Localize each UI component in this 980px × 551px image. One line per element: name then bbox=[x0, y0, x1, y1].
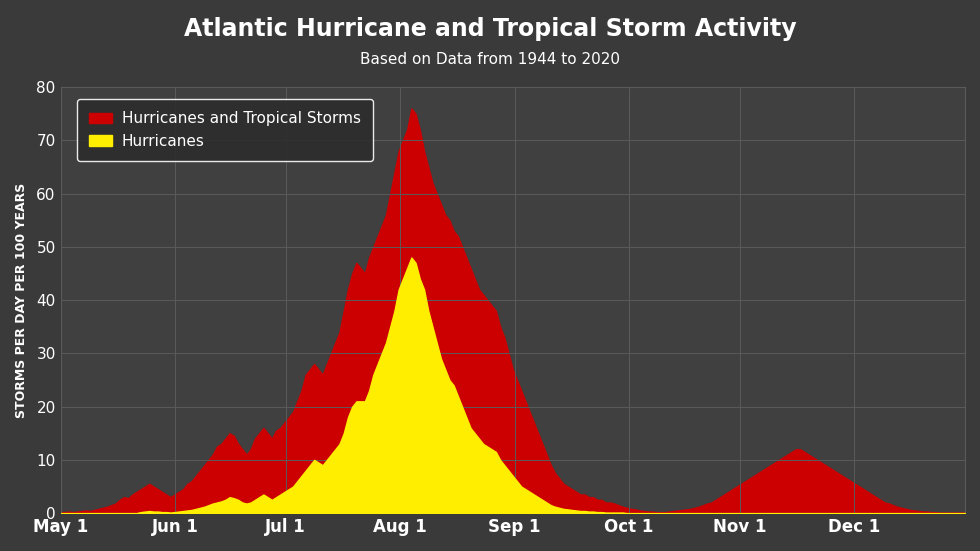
Legend: Hurricanes and Tropical Storms, Hurricanes: Hurricanes and Tropical Storms, Hurrican… bbox=[77, 99, 372, 161]
Text: Atlantic Hurricane and Tropical Storm Activity: Atlantic Hurricane and Tropical Storm Ac… bbox=[183, 17, 797, 41]
Text: Based on Data from 1944 to 2020: Based on Data from 1944 to 2020 bbox=[360, 52, 620, 67]
Y-axis label: STORMS PER DAY PER 100 YEARS: STORMS PER DAY PER 100 YEARS bbox=[15, 182, 28, 418]
